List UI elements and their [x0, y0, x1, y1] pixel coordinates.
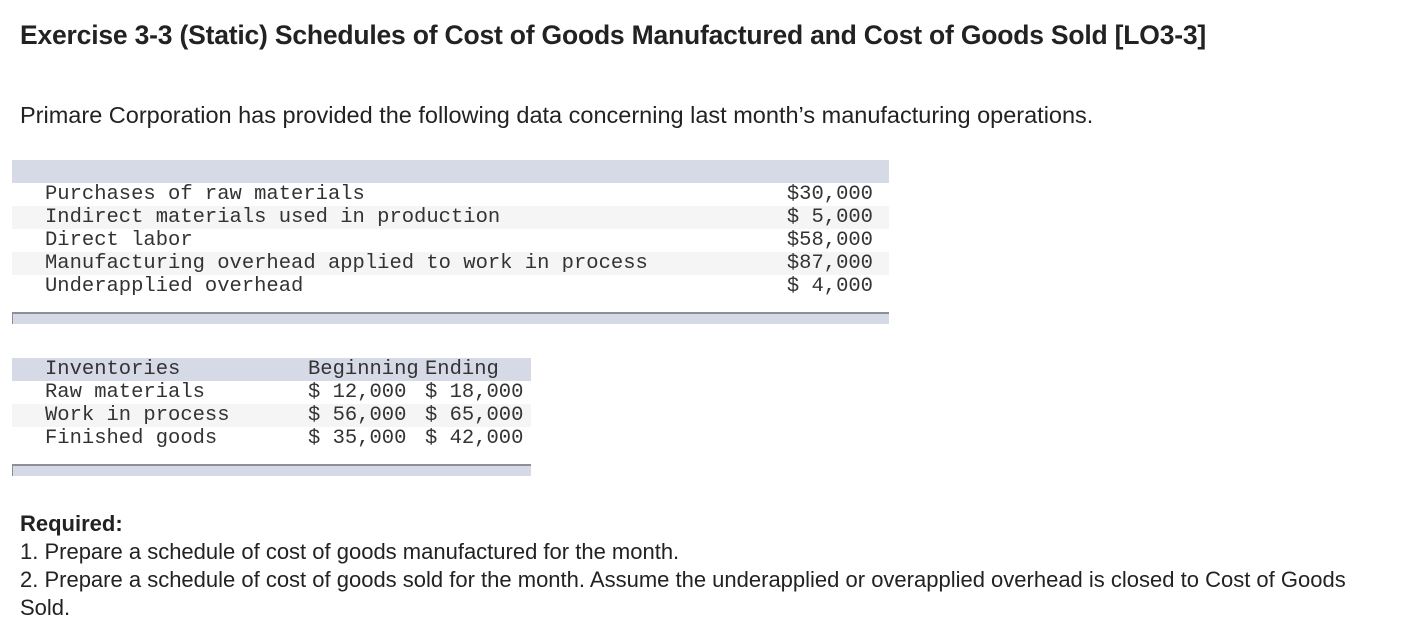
- table-row: Finished goods $ 35,000 $ 42,000: [12, 427, 531, 450]
- required-section: Required: 1. Prepare a schedule of cost …: [20, 510, 1390, 622]
- intro-text: Primare Corporation has provided the fol…: [20, 102, 1094, 128]
- inventory-table: Inventories Beginning Ending Raw materia…: [12, 358, 531, 476]
- costs-table: Purchases of raw materials $30,000 Indire…: [12, 160, 889, 324]
- table-footer: [12, 312, 889, 324]
- beginning-value: $ 35,000: [308, 427, 407, 450]
- table-row: Raw materials $ 12,000 $ 18,000: [12, 381, 531, 404]
- beginning-value: $ 56,000: [308, 404, 407, 427]
- row-label: Indirect materials used in production: [45, 206, 501, 229]
- row-label: Purchases of raw materials: [45, 183, 365, 206]
- beginning-value: $ 12,000: [308, 381, 407, 404]
- table-row: Work in process $ 56,000 $ 65,000: [12, 404, 531, 427]
- ending-value: $ 18,000: [425, 381, 524, 404]
- required-item: 1. Prepare a schedule of cost of goods m…: [20, 539, 680, 564]
- header-inventories: Inventories: [45, 358, 181, 381]
- row-value: $ 4,000: [786, 275, 873, 298]
- table-row: Underapplied overhead $ 4,000: [12, 275, 889, 298]
- row-value: $87,000: [786, 252, 873, 275]
- table-row: Purchases of raw materials $30,000: [12, 183, 889, 206]
- row-label: Manufacturing overhead applied to work i…: [45, 252, 648, 275]
- page-title: Exercise 3-3 (Static) Schedules of Cost …: [20, 20, 1207, 50]
- row-label: Direct labor: [45, 229, 193, 252]
- table-header: Inventories Beginning Ending: [12, 358, 531, 381]
- required-item: 2. Prepare a schedule of cost of goods s…: [20, 567, 1346, 620]
- row-label: Underapplied overhead: [45, 275, 304, 298]
- ending-value: $ 65,000: [425, 404, 524, 427]
- table-header: [12, 160, 889, 183]
- ending-value: $ 42,000: [425, 427, 524, 450]
- row-label: Finished goods: [45, 427, 218, 450]
- row-label: Work in process: [45, 404, 230, 427]
- row-label: Raw materials: [45, 381, 205, 404]
- table-footer: [12, 464, 531, 476]
- row-value: $58,000: [786, 229, 873, 252]
- header-beginning: Beginning: [308, 358, 419, 381]
- row-value: $30,000: [786, 183, 873, 206]
- required-heading: Required:: [20, 511, 123, 536]
- table-row: Manufacturing overhead applied to work i…: [12, 252, 889, 275]
- row-value: $ 5,000: [786, 206, 873, 229]
- table-row: Indirect materials used in production $ 5…: [12, 206, 889, 229]
- table-row: Direct labor $58,000: [12, 229, 889, 252]
- header-ending: Ending: [425, 358, 499, 381]
